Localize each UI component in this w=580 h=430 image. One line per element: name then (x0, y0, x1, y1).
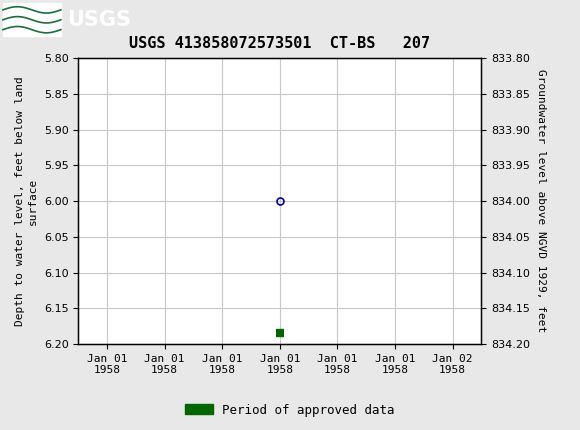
Text: USGS: USGS (67, 10, 130, 30)
Bar (3, 3, 61, 37)
Y-axis label: Groundwater level above NGVD 1929, feet: Groundwater level above NGVD 1929, feet (536, 69, 546, 333)
Y-axis label: Depth to water level, feet below land
surface: Depth to water level, feet below land su… (15, 76, 38, 326)
Legend: Period of approved data: Period of approved data (180, 399, 400, 421)
Title: USGS 413858072573501  CT-BS   207: USGS 413858072573501 CT-BS 207 (129, 36, 430, 51)
